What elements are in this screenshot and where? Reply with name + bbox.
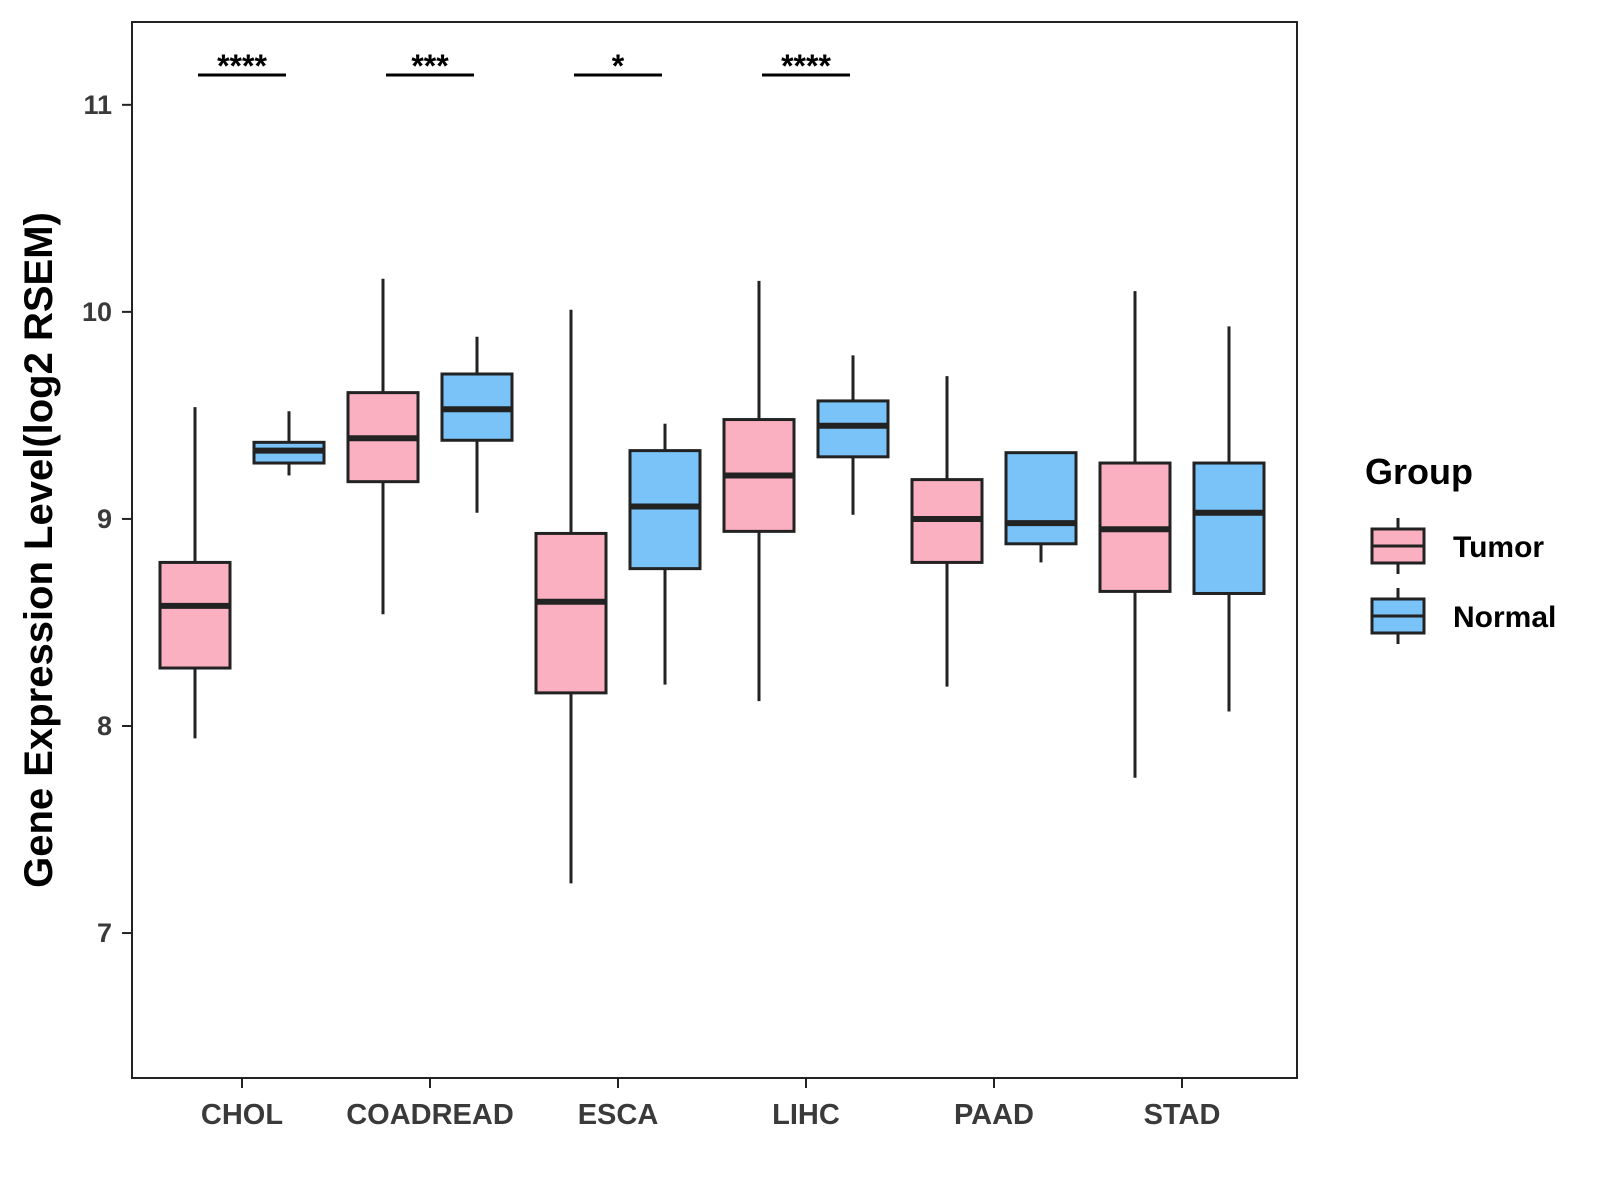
box-normal-chol bbox=[252, 411, 326, 476]
y-tick-label: 10 bbox=[82, 297, 112, 327]
x-axis: CHOL COADREAD ESCA LIHC PAAD STAD bbox=[201, 1078, 1220, 1131]
significance-label: * bbox=[612, 48, 625, 84]
significance-label: **** bbox=[781, 48, 831, 84]
box-normal-stad bbox=[1192, 326, 1266, 712]
boxes bbox=[158, 278, 1266, 884]
box-tumor-stad bbox=[1098, 291, 1172, 778]
x-tick-label: ESCA bbox=[578, 1099, 659, 1131]
box-normal-lihc bbox=[816, 355, 890, 515]
x-tick-label: COADREAD bbox=[346, 1099, 514, 1131]
box-tumor-coadread bbox=[346, 278, 420, 615]
box-normal-coadread bbox=[440, 336, 514, 513]
legend-title: Group bbox=[1365, 451, 1473, 492]
x-tick-label: PAAD bbox=[954, 1099, 1034, 1131]
y-tick-label: 7 bbox=[97, 918, 112, 948]
legend-label-tumor: Tumor bbox=[1453, 531, 1544, 564]
significance-label: **** bbox=[217, 48, 267, 84]
box-body bbox=[534, 531, 608, 695]
x-tick-label: STAD bbox=[1144, 1099, 1221, 1131]
y-tick-label: 11 bbox=[83, 90, 112, 120]
box-tumor-chol bbox=[158, 407, 232, 739]
box-normal-esca bbox=[628, 423, 702, 685]
significance-label: *** bbox=[411, 48, 449, 84]
box-body bbox=[1192, 461, 1266, 595]
x-tick-label: CHOL bbox=[201, 1099, 283, 1131]
box-tumor-esca bbox=[534, 309, 608, 884]
box-body bbox=[816, 399, 890, 459]
y-tick-label: 9 bbox=[97, 504, 112, 534]
box-tumor-paad bbox=[910, 376, 984, 687]
y-tick-label: 8 bbox=[97, 711, 112, 741]
plot-panel-border bbox=[131, 21, 1298, 1079]
box-body bbox=[158, 560, 232, 670]
significance-annotations: **** *** * **** bbox=[198, 48, 850, 84]
legend-key-tumor bbox=[1370, 518, 1426, 574]
y-axis: 7 8 9 10 11 bbox=[82, 90, 132, 948]
box-body bbox=[628, 449, 702, 571]
y-axis-title: Gene Expression Level(log2 RSEM) bbox=[17, 212, 61, 888]
legend: Group Tumor Normal bbox=[1365, 451, 1556, 644]
legend-key-normal bbox=[1370, 588, 1426, 644]
box-normal-paad bbox=[1004, 451, 1078, 563]
box-tumor-lihc bbox=[722, 280, 796, 702]
legend-label-normal: Normal bbox=[1453, 601, 1556, 634]
x-tick-label: LIHC bbox=[772, 1099, 840, 1131]
box-body bbox=[1004, 451, 1078, 546]
